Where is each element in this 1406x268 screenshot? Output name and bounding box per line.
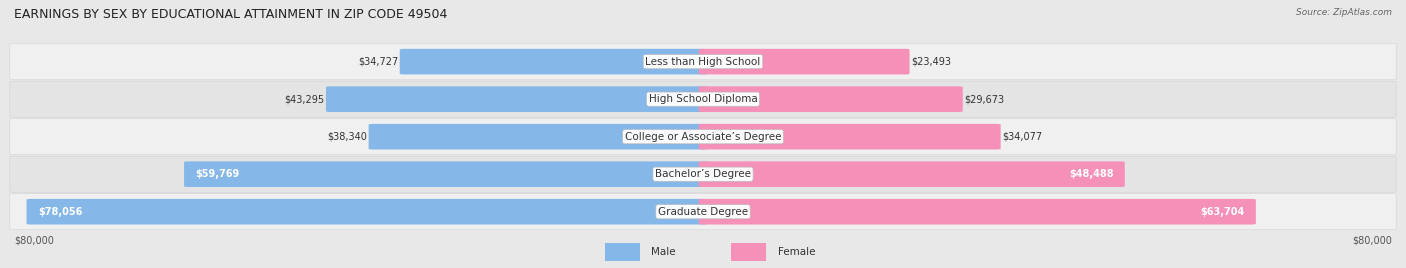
Text: $43,295: $43,295 [284, 94, 325, 104]
Text: $38,340: $38,340 [328, 132, 367, 142]
FancyBboxPatch shape [10, 81, 1396, 117]
Text: $80,000: $80,000 [14, 236, 53, 246]
FancyBboxPatch shape [368, 124, 707, 150]
Text: Graduate Degree: Graduate Degree [658, 207, 748, 217]
Text: $29,673: $29,673 [965, 94, 1004, 104]
Text: $48,488: $48,488 [1069, 169, 1114, 179]
FancyBboxPatch shape [605, 243, 640, 261]
FancyBboxPatch shape [731, 243, 766, 261]
FancyBboxPatch shape [10, 156, 1396, 192]
Text: $23,493: $23,493 [911, 57, 950, 67]
FancyBboxPatch shape [10, 119, 1396, 155]
FancyBboxPatch shape [699, 124, 1001, 150]
Text: Less than High School: Less than High School [645, 57, 761, 67]
Text: $80,000: $80,000 [1353, 236, 1392, 246]
Text: Source: ZipAtlas.com: Source: ZipAtlas.com [1296, 8, 1392, 17]
FancyBboxPatch shape [27, 199, 707, 225]
Text: EARNINGS BY SEX BY EDUCATIONAL ATTAINMENT IN ZIP CODE 49504: EARNINGS BY SEX BY EDUCATIONAL ATTAINMEN… [14, 8, 447, 21]
FancyBboxPatch shape [699, 199, 1256, 225]
FancyBboxPatch shape [699, 49, 910, 75]
FancyBboxPatch shape [326, 86, 707, 112]
Text: College or Associate’s Degree: College or Associate’s Degree [624, 132, 782, 142]
Text: Female: Female [778, 247, 815, 257]
FancyBboxPatch shape [184, 161, 707, 187]
FancyBboxPatch shape [10, 44, 1396, 80]
Text: Male: Male [651, 247, 676, 257]
Text: $59,769: $59,769 [195, 169, 239, 179]
Text: Bachelor’s Degree: Bachelor’s Degree [655, 169, 751, 179]
Text: $34,727: $34,727 [359, 57, 398, 67]
Text: $63,704: $63,704 [1201, 207, 1244, 217]
FancyBboxPatch shape [10, 194, 1396, 230]
Text: $78,056: $78,056 [38, 207, 82, 217]
Text: $34,077: $34,077 [1002, 132, 1042, 142]
Text: High School Diploma: High School Diploma [648, 94, 758, 104]
FancyBboxPatch shape [399, 49, 707, 75]
FancyBboxPatch shape [699, 86, 963, 112]
FancyBboxPatch shape [699, 161, 1125, 187]
